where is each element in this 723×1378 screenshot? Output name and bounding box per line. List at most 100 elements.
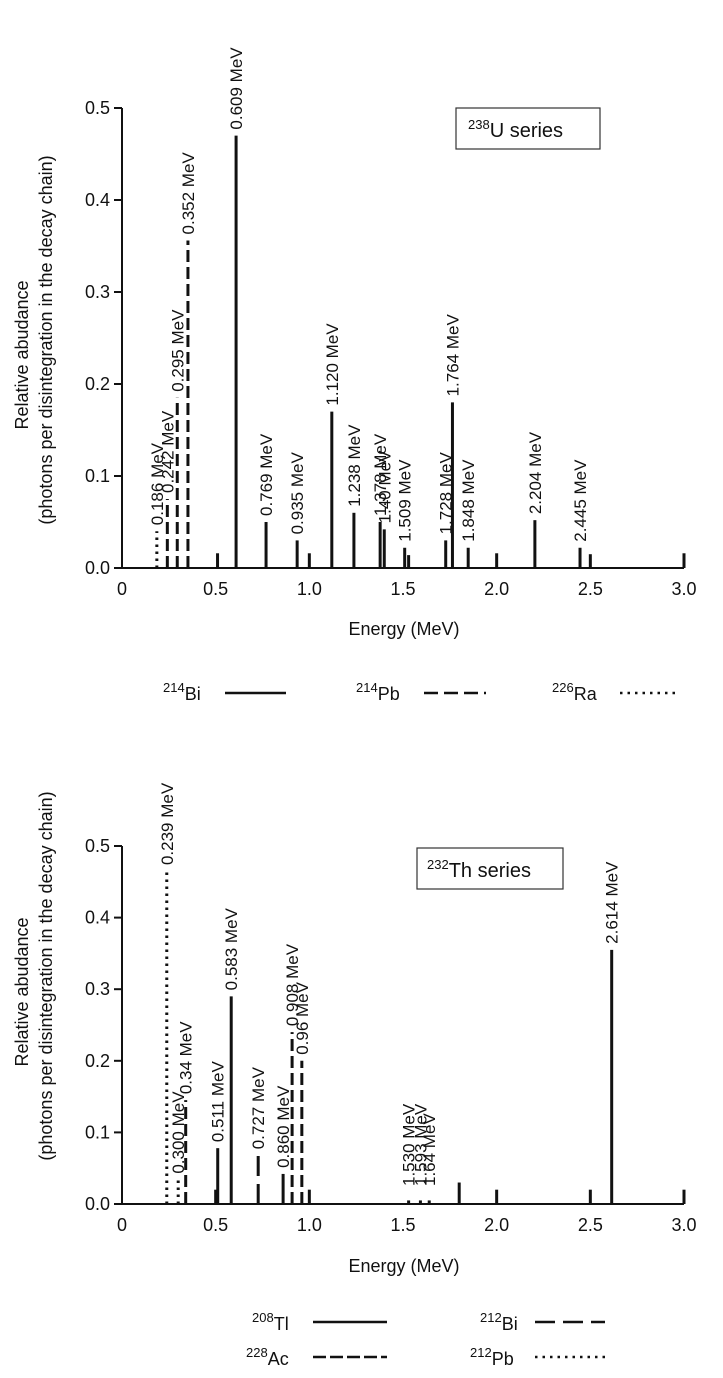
th-series-x-tick-label: 0.5 — [203, 1215, 228, 1235]
th-series-peak-label: 0.727 MeV — [249, 1066, 268, 1149]
u-series-peak-label: 0.352 MeV — [179, 152, 198, 235]
th-series-x-tick-label: 0 — [117, 1215, 127, 1235]
u-series-peak-label: 1.120 MeV — [323, 323, 342, 406]
legend-sup-tl208: 208 — [252, 1310, 274, 1325]
th-series-y-tick-label: 0.0 — [85, 1194, 110, 1214]
legend-name-ac228: Ac — [268, 1349, 289, 1369]
legend-label-bi214: 214Bi — [163, 680, 201, 704]
u-series-peak-label: 2.445 MeV — [571, 459, 590, 542]
legend-label-pb212: 212Pb — [470, 1345, 514, 1369]
u-series-box-text: U series — [490, 120, 563, 142]
u-series-peak-label: 1.848 MeV — [459, 459, 478, 542]
u-series-y-tick-label: 0.0 — [85, 558, 110, 578]
u-series-y-tick-label: 0.3 — [85, 282, 110, 302]
u-series-chart: 0.0 0.1 0.2 0.3 0.4 0.5 0 0.5 1.0 1.5 2.0 2.5 3.0 0.… — [12, 47, 697, 704]
th-series-peak-label: 1.593 MeV — [411, 1103, 430, 1186]
u-series-y-tick-label: 0.1 — [85, 466, 110, 486]
legend-sup-ra226: 226 — [552, 680, 574, 695]
u-series-y-tick-label: 0.5 — [85, 98, 110, 118]
legend-name-ra226: Ra — [574, 684, 598, 704]
legend-name-tl208: Tl — [274, 1314, 289, 1334]
u-series-ylabel-line1: Relative abudance — [12, 280, 32, 429]
u-series-ylabel-line2: (photons per disintegration in the decay… — [36, 155, 56, 524]
u-series-x-tick-label: 3.0 — [671, 579, 696, 599]
th-series-chart: 0.0 0.1 0.2 0.3 0.4 0.5 0 0.5 1.0 1.5 2.0 2.5 3.0 0.… — [12, 782, 697, 1369]
u-series-peak-label: 0.609 MeV — [227, 47, 246, 130]
u-series-axes: 0.0 0.1 0.2 0.3 0.4 0.5 0 0.5 1.0 1.5 2.0 2.5 3.0 — [85, 98, 697, 599]
u-series-x-tick-label: 1.5 — [390, 579, 415, 599]
th-series-x-tick-label: 2.0 — [484, 1215, 509, 1235]
u-series-peak-label: 1.378 MeV — [371, 433, 390, 516]
th-series-peak-label: 0.908 MeV — [283, 943, 302, 1026]
th-series-x-tick-label: 3.0 — [671, 1215, 696, 1235]
th-series-legend: 208Tl 212Bi 228Ac 212Pb — [246, 1310, 605, 1369]
u-series-peak-label: 1.728 MeV — [437, 452, 456, 535]
u-series-x-tick-label: 2.5 — [578, 579, 603, 599]
u-series-x-tick-label: 0.5 — [203, 579, 228, 599]
th-series-peak-label: 0.583 MeV — [222, 907, 241, 990]
u-series-peak-label: 0.295 MeV — [168, 309, 187, 392]
th-series-peak-label: 1.64 MeV — [420, 1113, 439, 1186]
u-series-y-tick-label: 0.2 — [85, 374, 110, 394]
th-series-xlabel: Energy (MeV) — [348, 1256, 459, 1276]
th-series-x-tick-label: 1.5 — [390, 1215, 415, 1235]
legend-sup-pb214: 214 — [356, 680, 378, 695]
th-series-y-tick-label: 0.5 — [85, 836, 110, 856]
th-series-y-tick-label: 0.2 — [85, 1051, 110, 1071]
u-series-peak-label: 0.186 MeV — [148, 442, 167, 525]
legend-sup-pb212: 212 — [470, 1345, 492, 1360]
th-series-y-tick-label: 0.1 — [85, 1122, 110, 1142]
legend-label-tl208: 208Tl — [252, 1310, 289, 1334]
u-series-legend: 214Bi 214Pb 226Ra — [163, 680, 678, 704]
u-series-x-tick-label: 1.0 — [297, 579, 322, 599]
th-series-ylabel-line2: (photons per disintegration in the decay… — [36, 791, 56, 1160]
u-series-box-label: 238U series — [468, 117, 563, 142]
th-series-box-sup: 232 — [427, 857, 449, 872]
th-series-ylabel-line1: Relative abudance — [12, 917, 32, 1066]
legend-sup-bi214: 214 — [163, 680, 185, 695]
th-series-peak-label: 1.530 MeV — [400, 1103, 419, 1186]
th-series-peak-label: 2.614 MeV — [603, 861, 622, 944]
th-series-x-tick-label: 1.0 — [297, 1215, 322, 1235]
u-series-peak-label: 0.935 MeV — [288, 452, 307, 535]
u-series-x-tick-label: 0 — [117, 579, 127, 599]
th-series-peak-label: 0.96 MeV — [293, 981, 312, 1054]
legend-label-pb214: 214Pb — [356, 680, 400, 704]
th-series-peak-label: 0.860 MeV — [274, 1085, 293, 1168]
legend-label-ra226: 226Ra — [552, 680, 598, 704]
u-series-x-tick-label: 2.0 — [484, 579, 509, 599]
legend-sup-ac228: 228 — [246, 1345, 268, 1360]
u-series-y-tick-label: 0.4 — [85, 190, 110, 210]
th-series-box-text: Th series — [449, 860, 531, 882]
th-series-box-label: 232Th series — [427, 857, 531, 882]
legend-label-bi212: 212Bi — [480, 1310, 518, 1334]
th-series-y-tick-label: 0.3 — [85, 979, 110, 999]
th-series-lines — [165, 871, 686, 1204]
th-series-peak-label: 0.511 MeV — [209, 1061, 228, 1143]
th-series-x-tick-label: 2.5 — [578, 1215, 603, 1235]
th-series-peak-label: 0.34 MeV — [177, 1021, 196, 1094]
u-series-peak-label: 1.509 MeV — [396, 459, 415, 542]
legend-name-bi214: Bi — [185, 684, 201, 704]
u-series-peak-label: 0.242 MeV — [158, 410, 177, 493]
th-series-y-tick-label: 0.4 — [85, 908, 110, 928]
th-series-peak-label: 0.300 MeV — [169, 1091, 188, 1174]
legend-sup-bi212: 212 — [480, 1310, 502, 1325]
legend-name-pb212: Pb — [492, 1349, 514, 1369]
u-series-box-sup: 238 — [468, 117, 490, 132]
legend-name-bi212: Bi — [502, 1314, 518, 1334]
u-series-peak-label: 1.40 MeV — [375, 450, 394, 523]
u-series-peak-label: 1.238 MeV — [345, 424, 364, 507]
u-series-lines — [155, 135, 686, 568]
u-series-peak-label: 2.204 MeV — [526, 431, 545, 514]
legend-label-ac228: 228Ac — [246, 1345, 289, 1369]
u-series-box — [455, 107, 601, 150]
u-series-peak-label: 1.764 MeV — [443, 314, 462, 397]
th-series-box — [416, 847, 564, 890]
th-series-peak-label: 0.239 MeV — [158, 782, 177, 865]
u-series-xlabel: Energy (MeV) — [348, 619, 459, 639]
u-series-peak-label: 0.769 MeV — [257, 433, 276, 516]
